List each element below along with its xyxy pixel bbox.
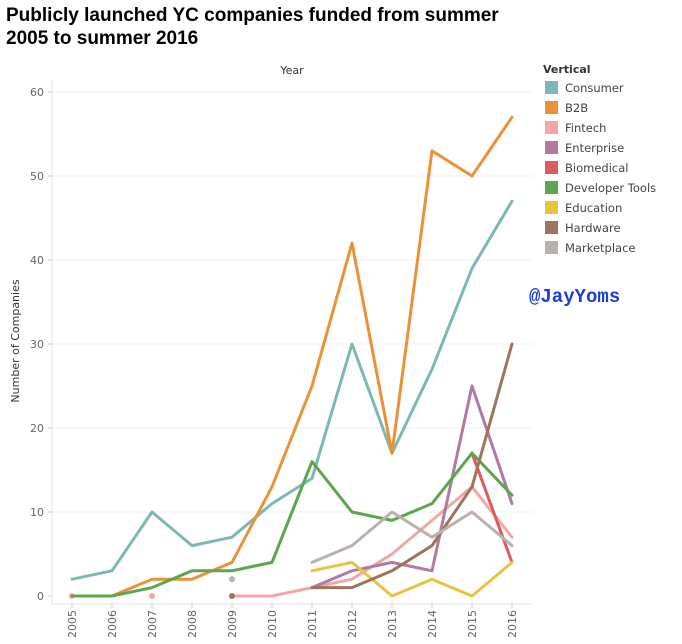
legend-item-developer-tools[interactable]: Developer Tools [545, 181, 656, 195]
legend-label: Marketplace [565, 241, 635, 255]
y-tick-label: 60 [30, 86, 44, 99]
x-tick-label: 2010 [266, 610, 279, 638]
series-line [310, 560, 514, 598]
series-biomedical [470, 451, 514, 564]
y-tick-label: 30 [30, 338, 44, 351]
series-enterprise [310, 384, 514, 590]
series-line [310, 510, 514, 564]
series-developer-tools [70, 451, 514, 598]
y-tick-label: 10 [30, 506, 44, 519]
series-line [470, 451, 514, 564]
data-point [229, 593, 235, 599]
legend-swatch [545, 81, 558, 94]
legend-label: Fintech [565, 121, 606, 135]
series-education [310, 560, 514, 598]
legend-swatch [545, 221, 558, 234]
series-consumer [70, 199, 514, 581]
y-tick-label: 0 [37, 590, 44, 603]
legend-swatch [545, 181, 558, 194]
legend-item-fintech[interactable]: Fintech [545, 121, 606, 135]
legend-label: Enterprise [565, 141, 624, 155]
legend-item-enterprise[interactable]: Enterprise [545, 141, 624, 155]
x-tick-label: 2011 [306, 610, 319, 638]
legend-swatch [545, 241, 558, 254]
x-tick-label: 2005 [66, 610, 79, 638]
legend-title: Vertical [543, 63, 591, 76]
legend-item-hardware[interactable]: Hardware [545, 221, 621, 235]
x-tick-label: 2015 [466, 610, 479, 638]
legend-label: Developer Tools [565, 181, 656, 195]
series-line [70, 115, 514, 598]
series-line [310, 384, 514, 590]
x-tick-label: 2016 [506, 610, 519, 638]
y-tick-label: 20 [30, 422, 44, 435]
legend[interactable]: Vertical Consumer B2B Fintech Enterprise Bio… [543, 63, 656, 255]
y-axis-title: Number of Companies [9, 279, 22, 402]
legend-swatch [545, 101, 558, 114]
series-line [70, 199, 514, 581]
x-tick-label: 2013 [386, 610, 399, 638]
legend-item-education[interactable]: Education [545, 201, 622, 215]
legend-label: Hardware [565, 221, 621, 235]
legend-item-biomedical[interactable]: Biomedical [545, 161, 628, 175]
data-point [229, 576, 235, 583]
x-axis: 2005 2006 2007 2008 2009 2010 2011 2012 2013 2014… [52, 603, 532, 638]
legend-label: Education [565, 201, 622, 215]
data-point [149, 593, 155, 599]
legend-swatch [545, 201, 558, 214]
chart-title: Publicly launched YC companies funded fr… [6, 5, 499, 49]
x-tick-label: 2006 [106, 610, 119, 638]
legend-item-marketplace[interactable]: Marketplace [545, 241, 635, 255]
legend-item-b2b[interactable]: B2B [545, 101, 588, 115]
x-tick-label: 2008 [186, 610, 199, 638]
legend-swatch [545, 121, 558, 134]
x-tick-label: 2012 [346, 610, 359, 638]
series-b2b [70, 115, 514, 598]
legend-item-consumer[interactable]: Consumer [545, 81, 624, 95]
x-tick-label: 2009 [226, 610, 239, 638]
legend-swatch [545, 161, 558, 174]
x-tick-label: 2014 [426, 610, 439, 638]
legend-label: Biomedical [565, 161, 628, 175]
top-axis-title: Year [279, 64, 304, 77]
legend-swatch [545, 141, 558, 154]
watermark-text: @JayYoms [529, 286, 621, 308]
series-line [310, 342, 514, 590]
series-lines [69, 115, 514, 599]
x-tick-label: 2007 [146, 610, 159, 638]
series-hardware [229, 342, 514, 599]
legend-label: B2B [565, 101, 588, 115]
y-axis: 0 10 20 30 40 50 60 [30, 80, 53, 604]
series-line [70, 451, 514, 598]
series-marketplace [229, 510, 514, 583]
y-tick-label: 50 [30, 170, 44, 183]
legend-label: Consumer [565, 81, 624, 95]
y-tick-label: 40 [30, 254, 44, 267]
